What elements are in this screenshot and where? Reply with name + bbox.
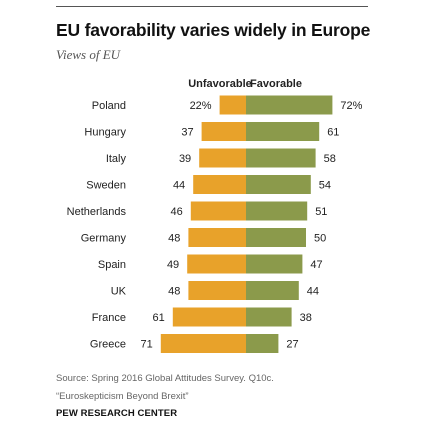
unfavorable-value-label: 44 [173, 180, 185, 192]
category-label: Greece [90, 339, 126, 351]
unfavorable-bar [188, 228, 246, 247]
chart-card: EU favorability varies widely in Europe … [56, 6, 371, 424]
unfavorable-value-label: 37 [181, 127, 193, 139]
favorable-value-label: 38 [300, 312, 312, 324]
unfavorable-bar [193, 175, 246, 194]
favorable-value-label: 47 [310, 259, 322, 271]
chart-title: EU favorability varies widely in Europe [56, 20, 371, 40]
legend-favorable: Favorable [250, 78, 302, 90]
unfavorable-bar [199, 148, 246, 168]
favorable-bar [246, 228, 306, 247]
unfavorable-bar [219, 95, 246, 115]
unfavorable-value-label: 48 [168, 286, 180, 298]
unfavorable-value-label: 61 [153, 312, 165, 324]
favorable-value-label: 54 [319, 180, 331, 192]
unfavorable-value-label: 49 [167, 259, 179, 271]
category-label: France [92, 312, 126, 324]
category-label: Netherlands [67, 206, 127, 218]
unfavorable-bar [188, 281, 246, 300]
source-note: Source: Spring 2016 Global Attitudes Sur… [56, 370, 274, 406]
favorable-value-label: 72% [340, 100, 362, 112]
category-label: Hungary [84, 127, 126, 139]
favorable-value-label: 27 [286, 339, 298, 351]
unfavorable-bar [160, 334, 246, 353]
category-label: Sweden [86, 180, 126, 192]
source-line: Source: Spring 2016 Global Attitudes Sur… [56, 373, 274, 384]
unfavorable-value-label: 46 [171, 206, 183, 218]
category-label: Germany [81, 233, 127, 245]
favorable-bar [246, 148, 316, 168]
unfavorable-value-label: 39 [179, 153, 191, 165]
favorable-value-label: 50 [314, 233, 326, 245]
category-label: UK [111, 286, 127, 298]
top-rule [56, 6, 368, 7]
category-label: Poland [92, 100, 126, 112]
legend-unfavorable: Unfavorable [188, 78, 252, 90]
unfavorable-bar [187, 254, 246, 274]
favorable-value-label: 51 [315, 206, 327, 218]
favorable-bar [246, 254, 303, 274]
favorable-bar [246, 201, 308, 221]
category-label: Italy [106, 153, 127, 165]
report-title: “Euroskepticism Beyond Brexit” [56, 391, 189, 402]
favorable-bar [246, 95, 333, 115]
chart-subtitle: Views of EU [56, 47, 121, 62]
favorable-bar [246, 307, 292, 327]
favorable-bar [246, 334, 279, 353]
favorable-value-label: 44 [307, 286, 319, 298]
favorable-bar [246, 175, 311, 194]
unfavorable-value-label: 22% [190, 100, 212, 112]
favorable-bar [246, 122, 320, 141]
category-label: Spain [98, 259, 126, 271]
brand-logo-text: PEW RESEARCH CENTER [56, 408, 178, 419]
favorable-value-label: 61 [327, 127, 339, 139]
unfavorable-value-label: 48 [168, 233, 180, 245]
favorable-value-label: 58 [324, 153, 336, 165]
unfavorable-bar [201, 122, 246, 141]
unfavorable-bar [190, 201, 246, 221]
unfavorable-value-label: 71 [141, 339, 153, 351]
favorable-bar [246, 281, 299, 300]
unfavorable-bar [172, 307, 246, 327]
